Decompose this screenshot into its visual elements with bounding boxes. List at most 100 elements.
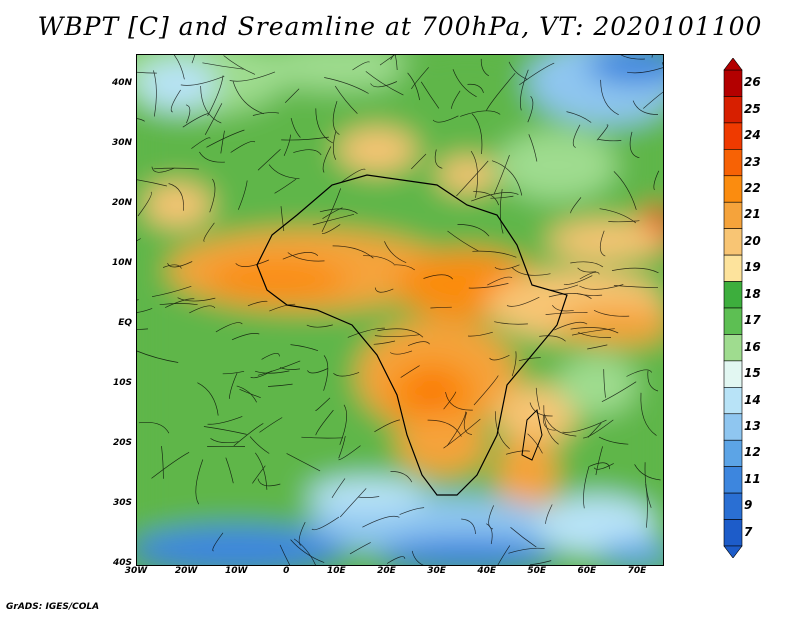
streamline xyxy=(315,108,334,144)
streamline xyxy=(311,516,340,531)
streamline xyxy=(596,124,609,141)
streamline xyxy=(427,419,462,437)
colorbar-label: 12 xyxy=(744,445,761,460)
streamline xyxy=(583,419,614,439)
streamline xyxy=(206,129,245,148)
colorbar-swatch xyxy=(723,413,743,441)
streamline xyxy=(407,341,430,347)
streamline xyxy=(543,405,559,445)
streamline xyxy=(579,271,600,280)
lon-tick-label: 20E xyxy=(377,566,396,576)
streamline xyxy=(579,284,624,290)
streamline xyxy=(508,547,545,554)
lon-tick-label: 70E xyxy=(627,566,647,576)
streamline xyxy=(334,85,358,114)
streamline xyxy=(480,58,489,77)
streamline xyxy=(601,381,637,403)
streamline xyxy=(527,433,543,454)
streamline xyxy=(259,417,283,433)
streamline xyxy=(151,451,190,479)
streamline xyxy=(212,532,224,552)
streamline xyxy=(281,136,329,141)
streamline xyxy=(563,275,593,285)
streamline xyxy=(319,208,358,214)
colorbar-swatch xyxy=(723,466,743,494)
streamline xyxy=(393,264,416,271)
streamline xyxy=(268,164,300,180)
streamline xyxy=(570,197,582,214)
streamline xyxy=(137,328,149,330)
streamline xyxy=(613,285,659,289)
streamline xyxy=(159,303,198,306)
colorbar-swatch xyxy=(723,228,743,256)
streamline xyxy=(235,259,269,267)
streamline xyxy=(233,423,264,447)
streamline xyxy=(373,340,396,345)
streamline xyxy=(488,505,495,530)
colorbar-swatch xyxy=(723,439,743,467)
streamline xyxy=(386,556,406,564)
colorbar-swatch xyxy=(723,387,743,415)
streamline xyxy=(423,274,454,280)
streamline xyxy=(593,463,614,470)
lat-tick-label: EQ xyxy=(118,318,132,328)
streamline xyxy=(384,241,407,264)
streamline xyxy=(434,149,443,169)
streamline xyxy=(322,207,343,219)
streamline xyxy=(282,252,319,260)
lon-tick-label: 50E xyxy=(527,566,547,576)
colorbar-label: 9 xyxy=(744,498,753,513)
streamline xyxy=(600,79,619,116)
streamline xyxy=(493,154,510,195)
streamline xyxy=(527,96,534,123)
streamline xyxy=(286,453,321,472)
lon-tick-label: 20W xyxy=(174,566,198,576)
streamline xyxy=(332,100,340,135)
streamline xyxy=(153,167,199,170)
streamline xyxy=(298,521,306,546)
streamline xyxy=(203,222,215,243)
streamline xyxy=(333,372,360,377)
colorbar-swatch xyxy=(723,201,743,229)
colorbar-label: 13 xyxy=(744,419,761,433)
streamline xyxy=(611,267,659,274)
colorbar xyxy=(723,58,743,558)
lat-tick-label: 40N xyxy=(111,78,132,88)
streamline xyxy=(432,115,459,123)
streamline xyxy=(151,285,192,298)
streamline xyxy=(411,67,429,90)
colorbar-swatch xyxy=(723,122,743,150)
map-title: WBPT [C] and Sreamline at 700hPa, VT: 20… xyxy=(37,12,763,41)
streamline xyxy=(634,464,661,481)
streamline xyxy=(570,327,619,334)
streamline xyxy=(379,55,396,66)
streamline xyxy=(279,367,301,370)
streamline xyxy=(137,71,157,74)
streamline xyxy=(279,544,291,565)
streamline xyxy=(577,267,596,273)
streamline xyxy=(185,104,191,124)
streamline xyxy=(486,523,493,545)
colorbar-label: 19 xyxy=(744,260,761,275)
streamline xyxy=(377,328,424,338)
streamline xyxy=(137,191,152,217)
streamline xyxy=(494,264,520,270)
lon-tick-label: 30W xyxy=(124,566,148,576)
streamline xyxy=(632,100,659,115)
streamline xyxy=(472,250,517,258)
colorbar-min-arrow xyxy=(723,545,743,558)
streamline xyxy=(420,81,440,109)
streamline xyxy=(505,450,530,455)
streamline xyxy=(203,426,247,435)
streamline xyxy=(593,309,630,317)
streamline xyxy=(349,542,371,555)
colorbar-swatch xyxy=(723,96,743,124)
streamline xyxy=(460,110,501,117)
streamline xyxy=(229,71,276,82)
streamline xyxy=(137,350,179,363)
streamline xyxy=(280,206,285,232)
streamline xyxy=(301,436,343,439)
streamline xyxy=(451,90,461,109)
streamline xyxy=(554,321,588,331)
streamline xyxy=(284,88,300,103)
